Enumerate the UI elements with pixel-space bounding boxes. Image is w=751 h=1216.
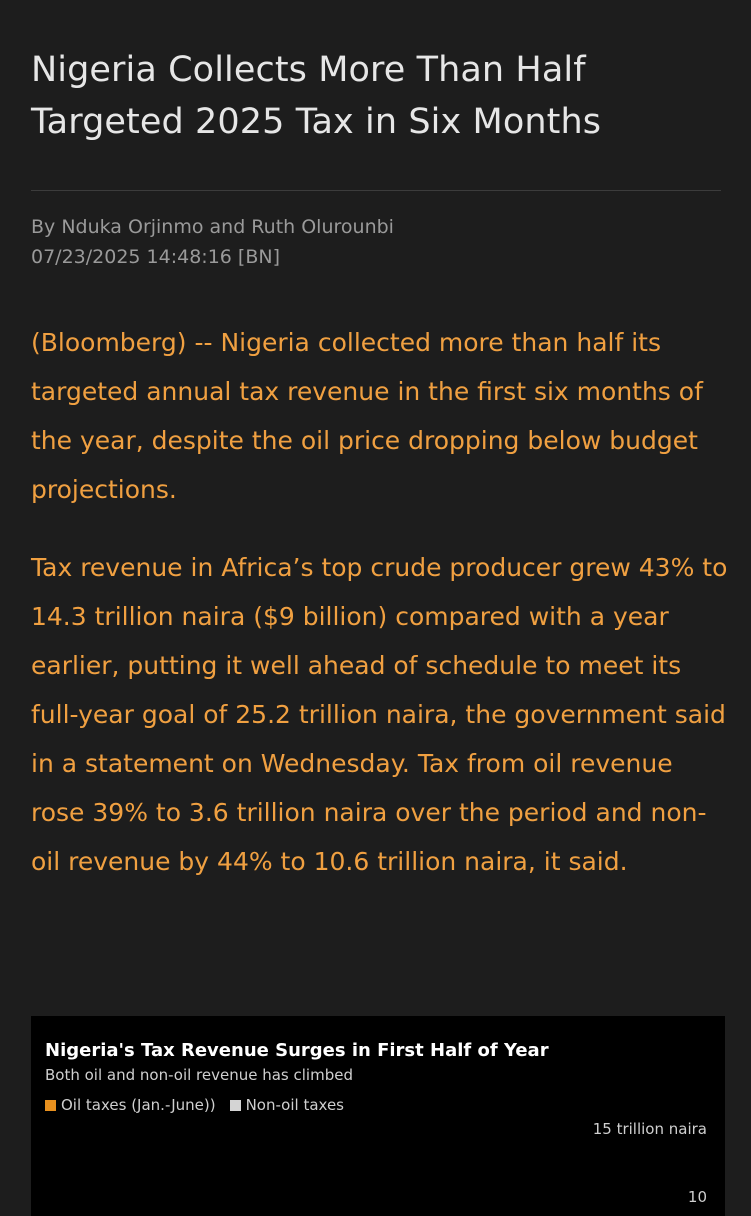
publish-timestamp: 07/23/2025 14:48:16 [BN] xyxy=(31,246,280,268)
legend-swatch-non-oil xyxy=(229,1099,241,1111)
headline-divider xyxy=(31,190,721,191)
author-names: By Nduka Orjinmo and Ruth Olurounbi xyxy=(31,216,394,238)
legend-item-non-oil: Non-oil taxes xyxy=(229,1096,344,1114)
article-byline: By Nduka Orjinmo and Ruth Olurounbi 07/2… xyxy=(31,212,394,272)
chart-legend: Oil taxes (Jan.-June)) Non-oil taxes xyxy=(45,1096,358,1114)
axis-unit-label: 15 trillion naira xyxy=(592,1120,707,1138)
legend-swatch-oil xyxy=(45,1099,56,1111)
article-paragraph: (Bloomberg) -- Nigeria collected more th… xyxy=(31,328,703,504)
legend-label-oil: Oil taxes (Jan.-June)) xyxy=(61,1096,216,1114)
article-paragraph: Tax revenue in Africa’s top crude produc… xyxy=(31,553,728,876)
legend-label-non-oil: Non-oil taxes xyxy=(245,1096,344,1114)
axis-tick-label: 10 xyxy=(687,1188,707,1206)
chart-title: Nigeria's Tax Revenue Surges in First Ha… xyxy=(45,1040,549,1061)
legend-item-oil: Oil taxes (Jan.-June)) xyxy=(45,1096,216,1114)
chart-subtitle: Both oil and non-oil revenue has climbed xyxy=(45,1066,353,1084)
article-headline: Nigeria Collects More Than Half Targeted… xyxy=(31,50,602,142)
embedded-chart[interactable]: Nigeria's Tax Revenue Surges in First Ha… xyxy=(31,1016,725,1216)
